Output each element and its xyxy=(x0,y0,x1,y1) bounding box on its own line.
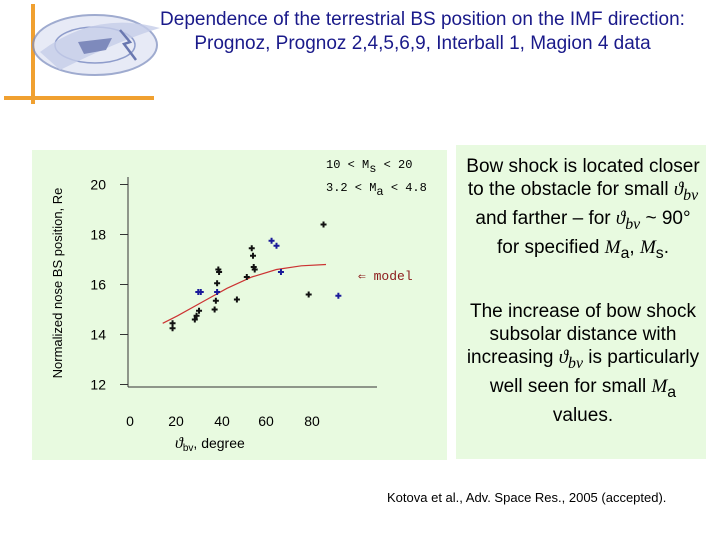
model-label: ⇐ model xyxy=(358,269,413,284)
scatter-chart: Normalized nose BS position, Re 12 14 16 18… xyxy=(50,158,427,454)
point-black-3 xyxy=(193,312,200,319)
logo-horizontal-bar xyxy=(4,96,154,100)
logo-spacecraft xyxy=(78,38,112,54)
p1-text-a: Bow shock is located closer to the obsta… xyxy=(466,156,700,200)
point-black-17 xyxy=(320,221,327,228)
description-panel: Bow shock is located closer to the obsta… xyxy=(456,145,706,459)
p1-mach-a: M xyxy=(604,236,621,258)
x-tick-label-40: 40 xyxy=(214,413,230,429)
p1-text-d: , xyxy=(629,236,640,258)
x-ticks: 0 20 40 60 80 xyxy=(126,413,320,429)
condition-ma-pre: 3.2 < M xyxy=(326,181,376,195)
point-blue-4 xyxy=(273,242,280,249)
p1-mach-s-sub: s xyxy=(655,244,664,262)
x-tick-label-80: 80 xyxy=(304,413,320,429)
point-blue-3 xyxy=(268,237,275,244)
y-ticks: 12 14 16 18 20 xyxy=(90,177,128,393)
y-tick-label-14: 14 xyxy=(90,327,106,343)
condition-ms-sub: s xyxy=(369,162,376,176)
point-blue-2 xyxy=(214,289,221,295)
p2-text-a: The increase of bow shock subsolar dista… xyxy=(466,301,696,368)
p2-theta: ϑ xyxy=(558,347,569,368)
point-black-11 xyxy=(243,274,250,280)
point-black-12 xyxy=(248,245,255,252)
description-paragraph-1: Bow shock is located closer to the obsta… xyxy=(466,155,700,264)
point-black-15 xyxy=(251,266,258,273)
p1-text-b: and farther – for xyxy=(475,207,616,229)
x-tick-label-60: 60 xyxy=(258,413,274,429)
y-tick-label-20: 20 xyxy=(90,177,106,193)
y-tick-label-18: 18 xyxy=(90,227,106,243)
p1-theta-2-sub: bv xyxy=(625,215,641,233)
point-black-16 xyxy=(305,291,312,298)
point-black-13 xyxy=(249,252,256,259)
plot-panel: Normalized nose BS position, Re 12 14 16 18… xyxy=(32,150,447,460)
p2-text-b: is particularly well seen for small xyxy=(489,347,700,397)
p1-theta-1: ϑ xyxy=(673,179,684,200)
point-black-6 xyxy=(212,297,219,304)
point-black-1 xyxy=(169,325,176,332)
description-paragraph-2: The increase of bow shock subsolar dista… xyxy=(466,300,700,427)
x-axis-label: ϑbv, degree xyxy=(175,435,245,454)
x-axis-label-symbol: ϑ xyxy=(175,435,184,452)
point-black-4 xyxy=(196,307,203,314)
y-axis-label: Normalized nose BS position, Re xyxy=(50,188,65,379)
condition-ms: 10 < Ms < 20 xyxy=(326,158,412,176)
p2-mach-a: M xyxy=(651,375,668,397)
logo-vertical-bar xyxy=(31,4,35,104)
p1-theta-2: ϑ xyxy=(615,207,626,229)
p1-mach-s: M xyxy=(639,236,656,258)
point-black-7 xyxy=(214,280,221,287)
condition-ma-post: < 4.8 xyxy=(384,181,427,195)
condition-ms-post: < 20 xyxy=(376,158,412,172)
point-black-9 xyxy=(216,269,223,275)
axes xyxy=(127,177,377,388)
p1-mach-a-sub: a xyxy=(620,244,630,262)
x-tick-label-20: 20 xyxy=(168,413,184,429)
p2-mach-a-sub: a xyxy=(667,383,677,401)
point-blue-6 xyxy=(335,292,342,299)
x-tick-label-0: 0 xyxy=(126,413,134,429)
point-black-10 xyxy=(233,296,240,303)
x-axis-label-rest: , degree xyxy=(193,435,245,451)
y-tick-label-12: 12 xyxy=(90,377,106,393)
point-black-2 xyxy=(191,316,198,323)
data-points xyxy=(169,221,342,332)
p1-text-e: . xyxy=(663,236,669,258)
condition-ma: 3.2 < Ma < 4.8 xyxy=(326,181,427,199)
condition-ms-pre: 10 < M xyxy=(326,158,369,172)
condition-ma-sub: a xyxy=(376,185,383,199)
point-blue-5 xyxy=(277,269,284,275)
logo-lightning xyxy=(119,29,137,61)
p2-text-c: values. xyxy=(552,404,614,426)
p2-theta-sub: bv xyxy=(568,354,583,372)
x-axis-label-sub: bv xyxy=(183,443,194,454)
point-blue-1 xyxy=(197,289,204,295)
model-curve xyxy=(162,263,327,324)
citation: Kotova et al., Adv. Space Res., 2005 (ac… xyxy=(387,490,667,505)
p1-theta-1-sub: bv xyxy=(683,186,699,204)
y-tick-label-16: 16 xyxy=(90,277,106,293)
slide-title: Dependence of the terrestrial BS positio… xyxy=(160,9,685,54)
p1-text-c: ~ 90° for specified xyxy=(497,207,691,258)
institute-logo xyxy=(4,4,160,104)
point-black-5 xyxy=(211,306,218,313)
